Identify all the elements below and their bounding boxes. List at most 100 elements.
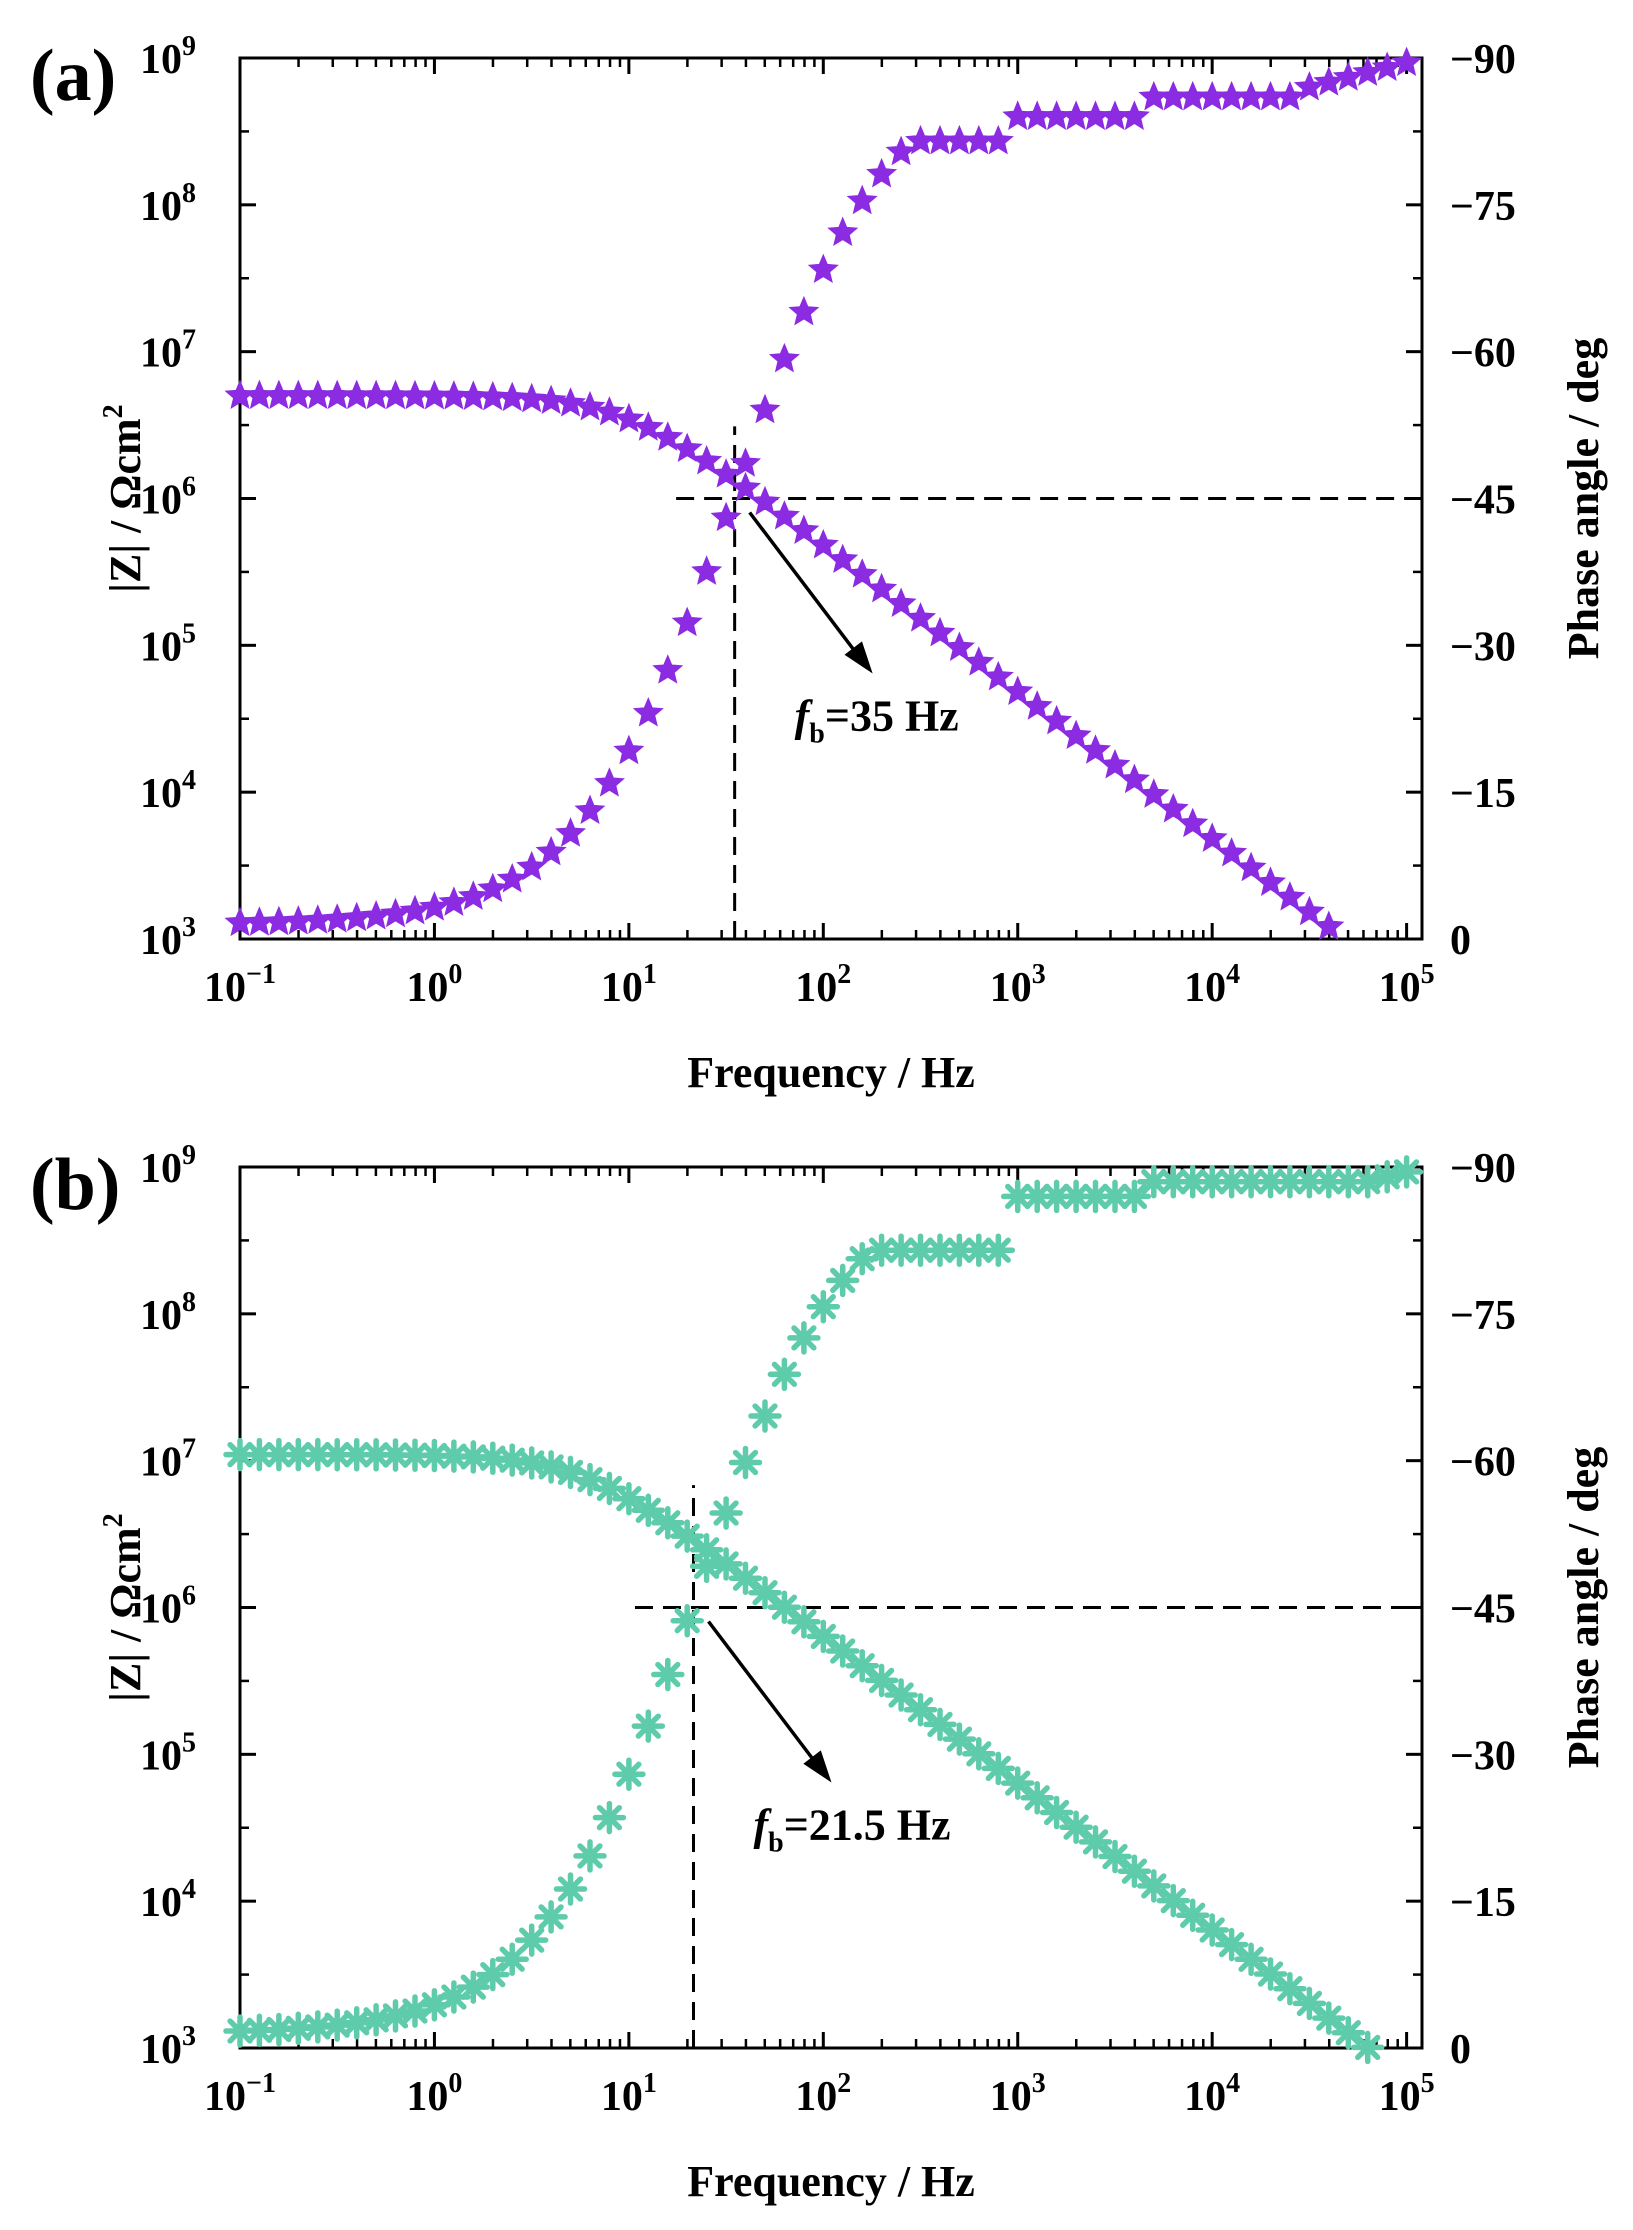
phase-marker [1331,1164,1366,1199]
phase-marker [398,1994,432,2028]
impedance-marker [807,529,839,559]
impedance-marker [476,1441,510,1475]
x-axis-label: Frequency / Hz [687,1048,975,1097]
phase-marker [320,2008,354,2042]
x-tick-label: 105 [1379,959,1435,1011]
impedance-marker [1177,807,1209,838]
impedance-marker [1235,851,1267,882]
x-tick-label: 103 [990,959,1046,1011]
phase-marker [341,901,373,932]
impedance-marker [477,380,509,411]
y-left-axis-label: |Z| / Ωcm2 [98,1513,150,1701]
impedance-marker [320,1437,354,1472]
phase-marker [981,1233,1016,1267]
phase-marker [592,1800,627,1835]
impedance-marker [1000,1766,1035,1800]
impedance-marker [825,1634,860,1668]
phase-marker [242,2013,277,2048]
impedance-marker [924,616,956,647]
impedance-marker [496,381,528,412]
impedance-marker [671,432,703,463]
phase-marker [262,2012,296,2047]
impedance-marker [710,458,742,488]
impedance-marker [417,1438,452,1473]
phase-marker [767,1357,802,1392]
impedance-marker [787,1605,821,1639]
phase-marker [651,1657,685,1692]
impedance-marker [730,471,762,502]
impedance-marker [1059,1810,1093,1844]
phase-marker [942,1233,977,1267]
impedance-marker [592,1471,627,1506]
phase-marker [787,1321,821,1355]
impedance-marker [866,572,898,603]
phase-marker [670,1603,704,1638]
y-axis-left: 103 104 105 106 107 108 109 [140,1140,256,2073]
impedance-marker [691,444,723,475]
x-tick-label: 102 [795,2068,851,2120]
y-axis-right: 0 −15 −30 −45 −60 −75 −90 [1406,1146,1516,2073]
impedance-marker [827,543,859,574]
phase-marker [613,734,645,765]
phase-marker [514,1923,549,1957]
impedance-marker [339,1437,374,1472]
impedance-marker [982,660,1014,691]
impedance-marker [806,1619,841,1654]
impedance-marker [1156,1883,1191,1918]
impedance-marker [555,387,587,417]
impedance-marker [846,558,878,588]
phase-marker [555,817,587,847]
impedance-marker [281,1437,316,1472]
y-right-tick-label: −15 [1450,771,1516,817]
impedance-marker [942,1722,977,1756]
impedance-marker [1253,1957,1288,1991]
x-tick-label: 100 [406,2068,462,2120]
phase-marker [457,880,489,910]
phase-marker [301,2010,335,2044]
phase-marker [1370,1160,1404,1194]
data-markers [224,46,1423,940]
phase-marker [1020,1179,1054,1214]
x-axis: 10−1 100 101 102 103 104 105 [204,58,1435,1011]
phase-marker [496,863,528,893]
impedance-marker [631,1493,666,1528]
phase-marker [1137,1164,1171,1199]
impedance-marker [1214,1927,1249,1962]
phase-marker [456,1970,491,2004]
phase-marker [1098,1179,1132,1214]
y-left-tick-label: 108 [140,178,196,230]
impedance-marker [1002,675,1034,706]
impedance-marker [534,1450,568,1484]
phase-marker [827,216,859,247]
phase-marker [671,606,703,637]
phase-marker [1214,1164,1249,1199]
impedance-marker [1195,1913,1229,1947]
phase-marker [1234,1164,1268,1199]
impedance-marker [923,1707,957,1742]
impedance-marker [788,514,820,544]
impedance-marker [1041,704,1073,735]
phase-marker [535,835,567,866]
impedance-marker [1273,1971,1307,2006]
x-tick-label: 104 [1184,959,1240,1011]
phase-marker [437,1980,471,2014]
impedance-marker [516,382,548,413]
y-left-tick-label: 107 [140,1434,196,1486]
impedance-marker [553,1455,588,1490]
impedance-marker [1175,1898,1210,1933]
phase-marker [788,295,820,326]
phase-marker [574,794,606,825]
y-left-tick-label: 103 [140,912,196,964]
impedance-marker [1021,690,1053,720]
impedance-marker [359,1438,393,1472]
fb-annotation: fb=35 Hz [795,692,959,750]
phase-marker [573,1839,607,1873]
impedance-marker [1292,1986,1327,2021]
y-right-tick-label: −60 [1450,1440,1516,1486]
phase-marker [553,1872,588,1906]
impedance-marker [573,1462,607,1497]
x-tick-label: 10−1 [204,959,276,1011]
x-tick-label: 104 [1184,2068,1240,2120]
phase-marker [1117,1179,1152,1214]
